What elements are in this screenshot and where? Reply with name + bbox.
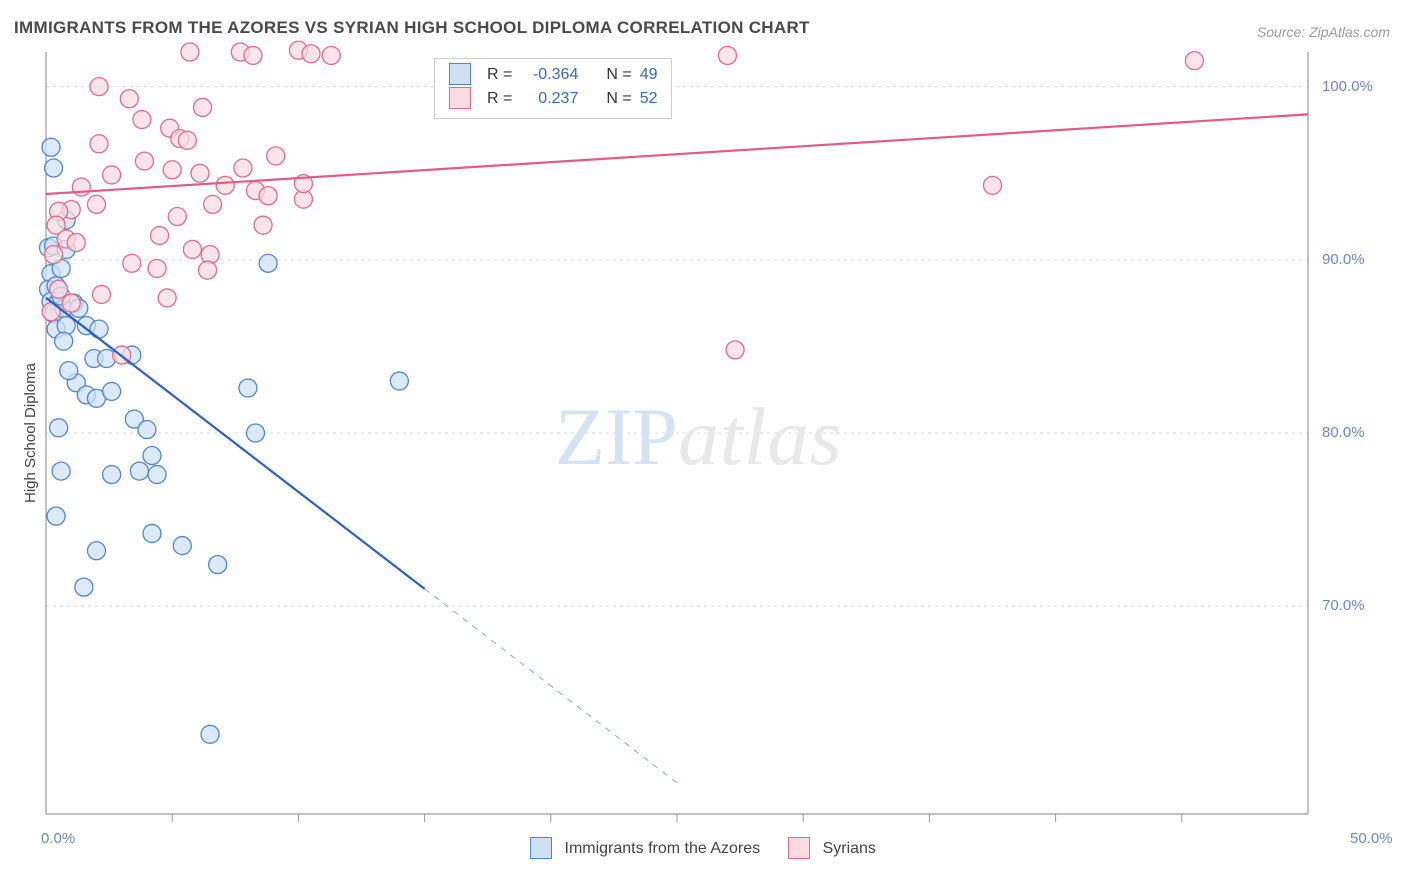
y-tick-label: 80.0% <box>1322 424 1365 441</box>
legend-row-series2: R = 0.237 N = 52 <box>449 87 657 111</box>
scatter-plot <box>0 0 1406 892</box>
legend-n-value: 49 <box>640 63 658 87</box>
legend-r-label: R = <box>487 63 512 87</box>
series-legend: Immigrants from the Azores Syrians <box>0 838 1406 860</box>
legend-n-label: N = <box>606 87 631 111</box>
y-tick-label: 100.0% <box>1322 78 1373 95</box>
legend-n-value: 52 <box>640 87 658 111</box>
legend-swatch-series1 <box>449 63 471 85</box>
y-tick-label: 70.0% <box>1322 597 1365 614</box>
legend-label-series1: Immigrants from the Azores <box>565 840 761 857</box>
correlation-legend: R = -0.364 N = 49 R = 0.237 N = 52 <box>434 58 672 119</box>
legend-r-label: R = <box>487 87 512 111</box>
legend-r-value: 0.237 <box>520 87 578 111</box>
y-axis-label: High School Diploma <box>22 363 39 503</box>
chart-container: IMMIGRANTS FROM THE AZORES VS SYRIAN HIG… <box>0 0 1406 892</box>
legend-swatch-series2 <box>449 87 471 109</box>
y-tick-label: 90.0% <box>1322 251 1365 268</box>
legend-r-value: -0.364 <box>520 63 578 87</box>
legend-row-series1: R = -0.364 N = 49 <box>449 63 657 87</box>
legend-item-series2: Syrians <box>788 838 876 860</box>
legend-n-label: N = <box>606 63 631 87</box>
legend-item-series1: Immigrants from the Azores <box>530 838 760 860</box>
legend-label-series2: Syrians <box>823 840 876 857</box>
legend-swatch-series2 <box>788 837 810 859</box>
legend-swatch-series1 <box>530 837 552 859</box>
